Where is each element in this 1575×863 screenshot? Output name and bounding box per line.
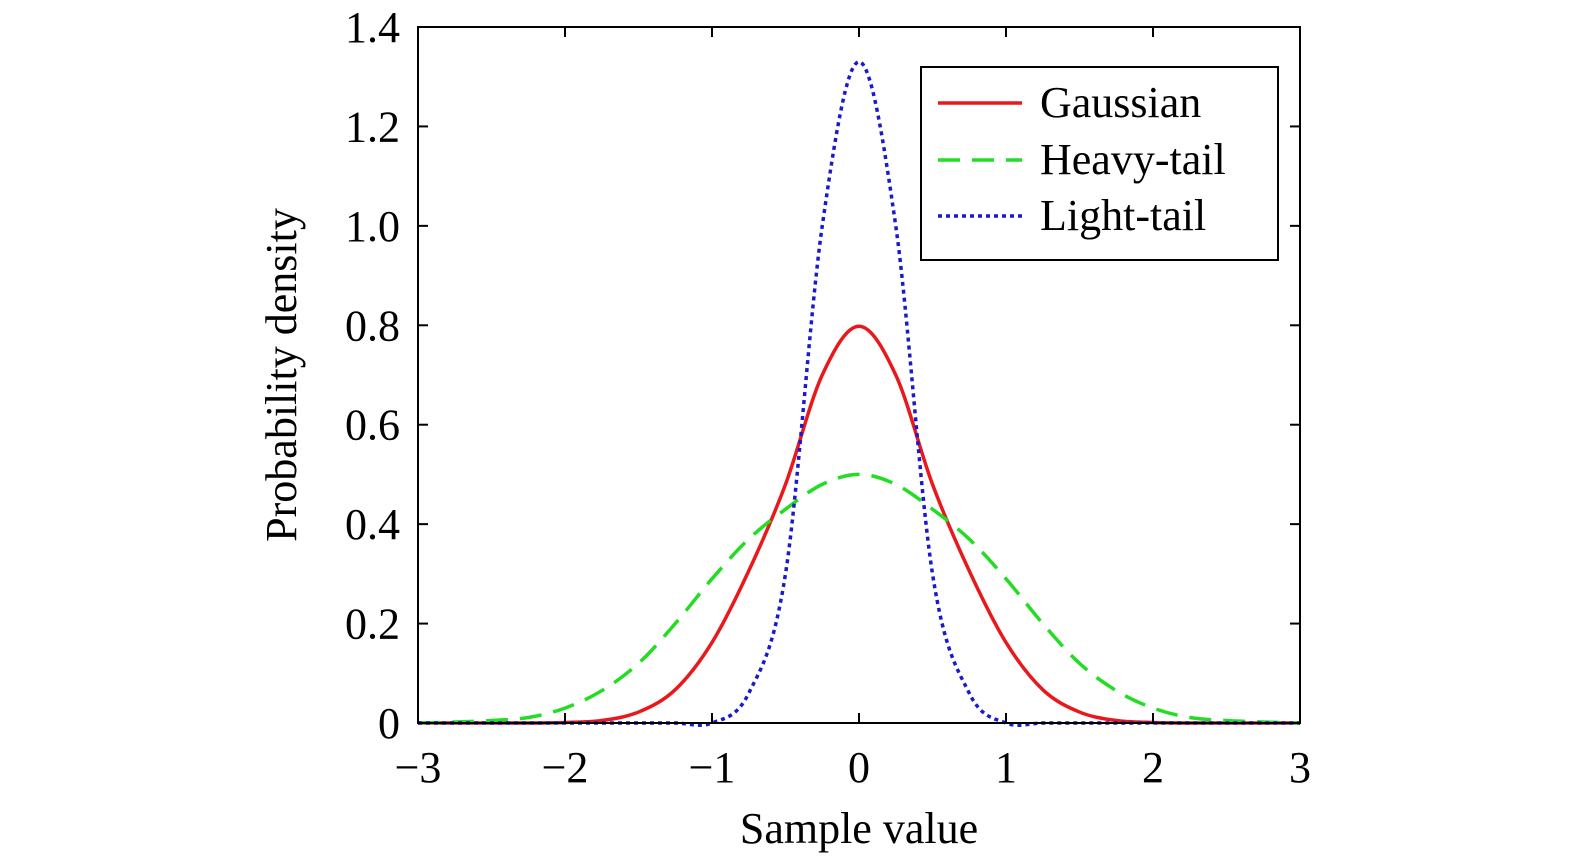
x-tick-label: 3 [1289,743,1311,792]
y-tick-label: 0.2 [345,600,400,649]
y-tick-label: 0 [378,699,400,748]
y-axis-title: Probability density [257,208,306,542]
legend-label-gaussian: Gaussian [1040,78,1201,127]
legend-box [920,66,1279,261]
y-tick-label: 0.6 [345,401,400,450]
x-tick-label: −2 [542,743,589,792]
y-tick-label: 0.4 [345,500,400,549]
x-tick-label: −1 [689,743,736,792]
legend-label-light-tail: Light-tail [1040,191,1206,240]
series-line-gaussian [418,324,1300,725]
x-axis-title: Sample value [740,804,978,853]
y-tick-label: 1.4 [345,3,400,52]
x-tick-label: 1 [995,743,1017,792]
y-tick-label: 1.0 [345,202,400,251]
legend-label-heavy-tail: Heavy-tail [1040,135,1226,184]
legend: Gaussian Heavy-tail Light-tail [920,66,1279,261]
x-tick-label: −3 [395,743,442,792]
axes-layer: −3 −2 −1 0 1 2 3 0 0.2 0.4 0.6 0.8 1.0 1.2 1.4 [345,3,1311,792]
series-line-heavy-tail [417,472,1301,725]
y-tick-label: 0.8 [345,301,400,350]
y-tick-label: 1.2 [345,102,400,151]
x-tick-label: 2 [1142,743,1164,792]
x-tick-label: 0 [848,743,870,792]
